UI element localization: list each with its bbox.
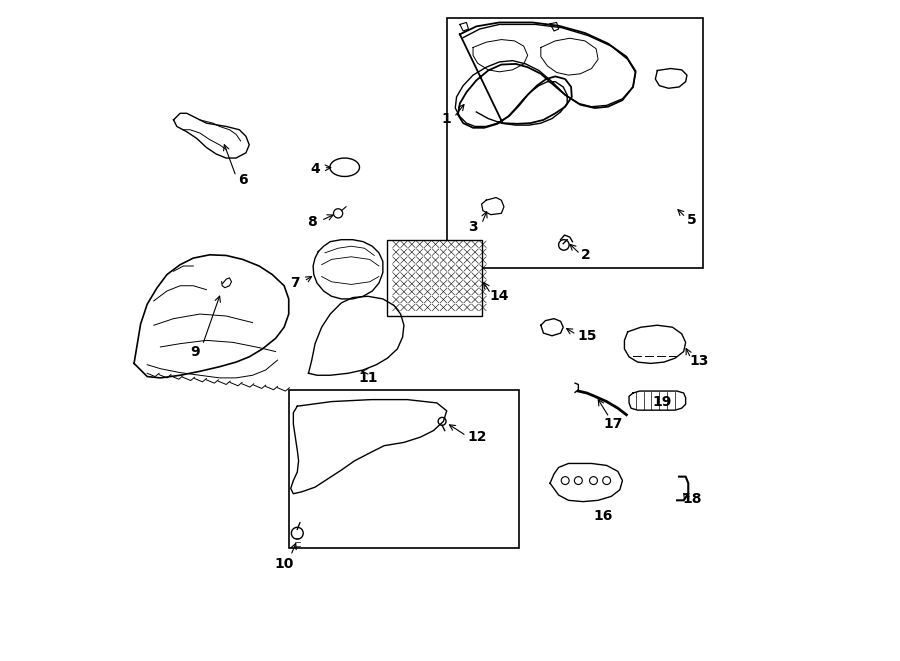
Bar [446,18,704,268]
Text: 16: 16 [593,509,612,523]
Text: 18: 18 [682,492,702,506]
Text: 10: 10 [274,557,293,571]
Bar [388,240,482,316]
Ellipse shape [330,158,359,176]
Text: 19: 19 [652,395,671,408]
Text: 8: 8 [307,215,317,229]
Text: 9: 9 [190,344,200,358]
Text: 4: 4 [310,162,320,176]
Text: 1: 1 [441,112,451,126]
Text: 13: 13 [689,354,708,368]
Bar [289,390,519,548]
Text: 3: 3 [468,219,478,233]
Text: 5: 5 [688,213,698,227]
Text: 12: 12 [468,430,488,444]
Text: 15: 15 [577,329,597,343]
Text: 17: 17 [604,417,623,431]
Text: 14: 14 [490,290,509,303]
Text: 7: 7 [291,276,300,290]
Text: 6: 6 [238,173,248,188]
Text: 11: 11 [358,371,377,385]
Text: 2: 2 [580,249,590,262]
